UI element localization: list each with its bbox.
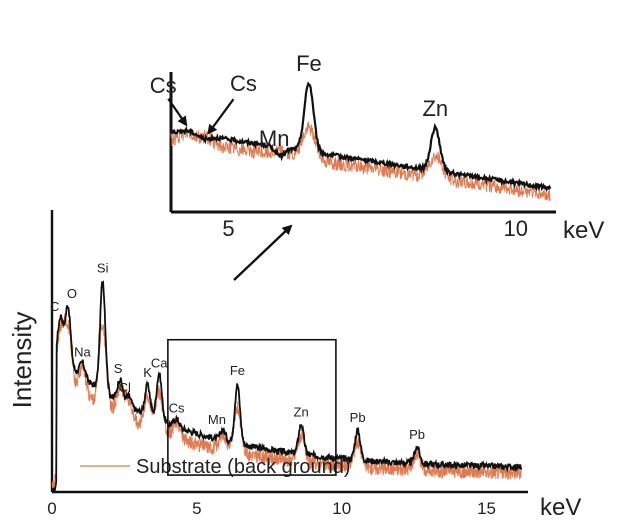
main-peak-label: Mn: [208, 412, 226, 427]
inset-cs-arrow: [167, 98, 188, 127]
main-peak-label: S: [114, 361, 123, 376]
inset-peak-label: Zn: [422, 96, 448, 121]
inset-series: [170, 81, 552, 202]
main-peak-label: Si: [97, 261, 109, 276]
main-chart: 0 5 10 15 CO Na Si S Cl KCa Cs Mn Fe Zn Pb Pb Intensit…: [7, 210, 581, 521]
main-peak-label: Pb: [350, 410, 366, 425]
legend: Substrate (back ground): [80, 456, 351, 478]
main-peak-labels: CO Na Si S Cl KCa Cs Mn Fe Zn Pb Pb: [50, 261, 425, 442]
main-peak-label: Fe: [230, 363, 245, 378]
inset-axes: 5 10: [169, 72, 556, 241]
inset-peak-label: Mn: [259, 126, 290, 151]
legend-label-substrate: Substrate (back ground): [136, 456, 351, 478]
inset-series-sample: [170, 81, 552, 193]
main-peak-label: Cs: [169, 401, 185, 416]
zoom-region-box: [167, 338, 337, 476]
main-peak-label: Na: [74, 344, 91, 359]
inset-series-substrate: [170, 121, 551, 202]
main-x-tick-label: 5: [192, 499, 201, 518]
inset-peak-label: Cs: [150, 73, 177, 98]
inset-peak-labels: Cs Cs Mn Fe Zn: [150, 51, 448, 151]
inset-cs-arrow: [207, 98, 235, 135]
main-peak-label: Ca: [151, 356, 168, 371]
main-peak-label: Zn: [294, 404, 309, 419]
inset-peak-label: Fe: [296, 51, 322, 76]
x-axis-unit-label: keV: [540, 494, 581, 521]
main-x-tick-label: 15: [477, 499, 496, 518]
main-x-tick-label: 10: [332, 499, 351, 518]
inset-x-axis-unit-label: keV: [563, 217, 604, 244]
main-peak-label: K: [143, 365, 152, 380]
inset-x-tick-label: 5: [222, 216, 234, 241]
main-x-tick-label: 0: [47, 499, 56, 518]
inset-peak-label: Cs: [230, 71, 257, 96]
main-peak-label: Pb: [409, 427, 425, 442]
inset-x-tick-label: 10: [504, 216, 528, 241]
main-peak-label: O: [67, 286, 77, 301]
main-axes: 0 5 10 15: [47, 210, 528, 518]
main-peak-label: Cl: [119, 380, 131, 395]
zoom-arrow: [233, 224, 293, 281]
y-axis-label: Intensity: [7, 312, 37, 409]
main-series: [51, 280, 523, 494]
main-series-sample: [51, 280, 523, 494]
main-peak-label: C: [50, 299, 59, 314]
inset-chart: 5 10 Cs Cs Mn Fe Zn keV: [150, 51, 605, 244]
